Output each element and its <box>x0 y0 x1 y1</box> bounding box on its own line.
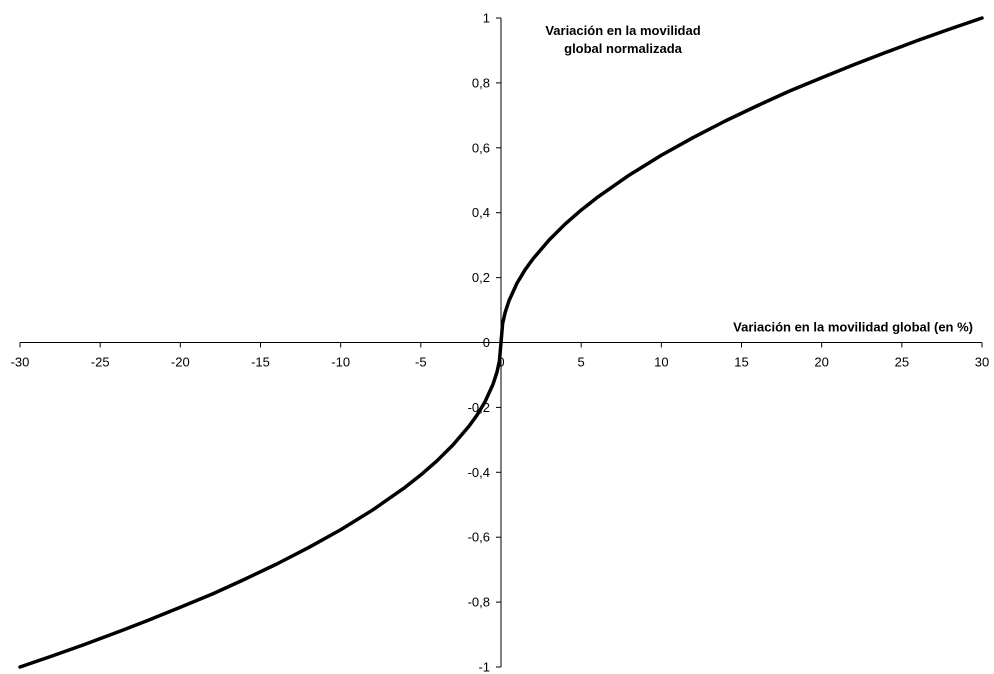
y-tick-label: -1 <box>478 660 490 674</box>
y-axis-title-line-2: global normalizada <box>564 41 683 56</box>
y-tick-label: -0,6 <box>468 530 490 545</box>
y-ticks: -1-0,8-0,6-0,4-0,200,20,40,60,81 <box>468 11 501 674</box>
x-tick-label: -25 <box>91 355 110 370</box>
x-tick-label: -20 <box>171 355 190 370</box>
x-ticks: -30 -25 -20 -15 -10 -5 0 5 10 15 20 25 30 <box>11 342 989 370</box>
x-axis-title: Variación en la movilidad global (en %) <box>733 320 973 335</box>
y-tick-label: 0,6 <box>472 140 490 155</box>
y-tick-label: 0,2 <box>472 270 490 285</box>
y-tick-label: -0,4 <box>468 465 490 480</box>
series-line <box>18 16 984 669</box>
x-tick-label: 10 <box>654 355 668 370</box>
x-tick-label: 15 <box>734 355 748 370</box>
x-tick-label: -10 <box>331 355 350 370</box>
x-tick-label: 5 <box>578 355 585 370</box>
y-tick-label: 1 <box>483 11 490 26</box>
y-tick-label: 0,4 <box>472 205 490 220</box>
x-tick-label: 20 <box>814 355 828 370</box>
x-tick-label: 30 <box>975 355 989 370</box>
y-tick-label: 0 <box>483 335 490 350</box>
x-tick-label: -30 <box>11 355 30 370</box>
x-tick-label: -5 <box>415 355 427 370</box>
series-group <box>18 16 984 669</box>
x-tick-label: -15 <box>251 355 270 370</box>
y-tick-label: 0,8 <box>472 75 490 90</box>
y-axis-title-line-1: Variación en la movilidad <box>545 23 700 38</box>
y-tick-label: -0,8 <box>468 595 490 610</box>
x-tick-label: 25 <box>895 355 909 370</box>
